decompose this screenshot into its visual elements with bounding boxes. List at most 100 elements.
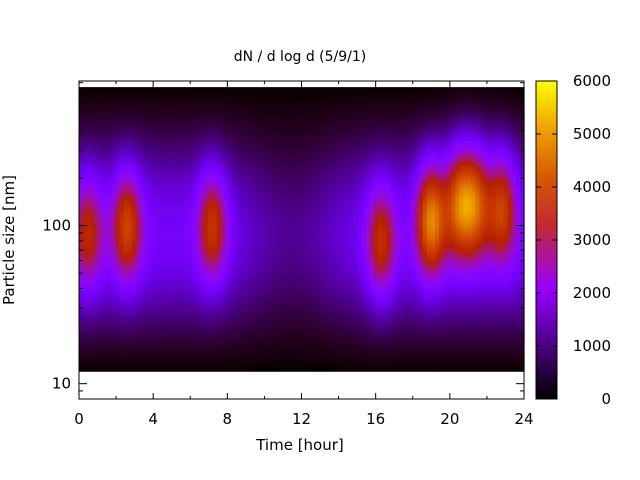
heatmap-cell: [83, 328, 88, 333]
heatmap-cell: [240, 94, 246, 99]
heatmap-cell: [196, 122, 201, 127]
heatmap-cell: [261, 133, 266, 138]
heatmap-cell: [313, 325, 319, 330]
heatmap-cell: [159, 207, 165, 212]
heatmap-cell: [131, 165, 137, 170]
heatmap-cell: [329, 356, 335, 362]
heatmap-cell: [127, 122, 133, 127]
heatmap-cell: [261, 129, 266, 134]
heatmap-cell: [248, 264, 254, 269]
heatmap-cell: [127, 197, 133, 202]
heatmap-cell: [204, 87, 210, 92]
heatmap-cell: [212, 271, 218, 276]
heatmap-cell: [236, 317, 242, 323]
heatmap-cell: [155, 268, 161, 273]
heatmap-cell: [236, 314, 242, 319]
heatmap-cell: [168, 197, 173, 202]
heatmap-cell: [301, 253, 307, 259]
heatmap-cell: [172, 293, 177, 298]
heatmap-cell: [244, 111, 250, 117]
heatmap-cell: [305, 168, 311, 173]
heatmap-cell: [240, 264, 246, 269]
heatmap-cell: [317, 151, 323, 156]
heatmap-cell: [135, 328, 141, 333]
heatmap-cell: [147, 140, 153, 145]
heatmap-cell: [257, 115, 262, 120]
heatmap-cell: [95, 175, 100, 181]
heatmap-cell: [115, 186, 121, 191]
heatmap-cell: [248, 275, 254, 280]
heatmap-cell: [151, 332, 157, 337]
heatmap-cell: [228, 200, 234, 205]
heatmap-cell: [261, 328, 266, 333]
heatmap-cell: [139, 126, 145, 131]
heatmap-cell: [103, 133, 108, 138]
heatmap-cell: [107, 335, 112, 340]
heatmap-cell: [261, 314, 266, 319]
heatmap-cell: [188, 257, 193, 262]
heatmap-cell: [293, 339, 299, 344]
heatmap-cell: [309, 90, 315, 95]
heatmap-cell: [261, 87, 266, 92]
heatmap-cell: [265, 328, 270, 333]
heatmap-cell: [325, 154, 331, 159]
heatmap-cell: [151, 122, 157, 127]
heatmap-cell: [103, 204, 108, 209]
heatmap-cell: [188, 293, 193, 298]
heatmap-cell: [155, 310, 161, 315]
heatmap-cell: [265, 346, 270, 351]
heatmap-cell: [135, 229, 141, 234]
heatmap-cell: [168, 268, 173, 273]
heatmap-cell: [313, 328, 319, 333]
heatmap-cell: [281, 250, 286, 255]
heatmap-cell: [317, 229, 323, 234]
heatmap-cell: [204, 332, 210, 337]
heatmap-cell: [123, 364, 129, 369]
heatmap-cell: [257, 285, 262, 291]
heatmap-cell: [313, 182, 319, 188]
heatmap-cell: [155, 332, 161, 337]
heatmap-cell: [208, 165, 214, 170]
heatmap-cell: [224, 94, 230, 99]
heatmap-cell: [159, 101, 165, 106]
heatmap-cell: [321, 165, 327, 170]
heatmap-cell: [212, 360, 218, 365]
heatmap-cell: [119, 158, 125, 163]
heatmap-cell: [180, 300, 185, 305]
heatmap-cell: [159, 204, 165, 209]
heatmap-cell: [107, 353, 112, 358]
heatmap-cell: [184, 136, 189, 141]
heatmap-cell: [176, 232, 181, 237]
heatmap-cell: [257, 165, 262, 170]
heatmap-cell: [228, 104, 234, 110]
heatmap-cell: [265, 225, 270, 230]
heatmap-cell: [289, 94, 295, 99]
heatmap-cell: [196, 214, 201, 220]
heatmap-cell: [293, 119, 299, 124]
heatmap-cell: [188, 232, 193, 237]
heatmap-cell: [261, 303, 266, 308]
heatmap-cell: [273, 147, 278, 152]
heatmap-cell: [91, 101, 96, 106]
heatmap-cell: [91, 229, 96, 234]
heatmap-cell: [143, 236, 149, 241]
heatmap-cell: [155, 154, 161, 159]
heatmap-cell: [325, 186, 331, 191]
heatmap-cell: [321, 133, 327, 138]
heatmap-cell: [99, 207, 104, 212]
heatmap-cell: [297, 303, 303, 308]
heatmap-cell: [184, 140, 189, 145]
heatmap-cell: [305, 342, 311, 347]
heatmap-cell: [325, 190, 331, 195]
heatmap-cell: [180, 364, 185, 369]
heatmap-cell: [135, 346, 141, 351]
heatmap-cell: [79, 339, 84, 344]
heatmap-cell: [244, 236, 250, 241]
heatmap-cell: [184, 193, 189, 198]
heatmap-cell: [99, 346, 104, 351]
heatmap-cell: [257, 321, 262, 326]
heatmap-cell: [244, 133, 250, 138]
heatmap-cell: [188, 328, 193, 333]
heatmap-cell: [131, 271, 137, 276]
heatmap-cell: [212, 129, 218, 134]
